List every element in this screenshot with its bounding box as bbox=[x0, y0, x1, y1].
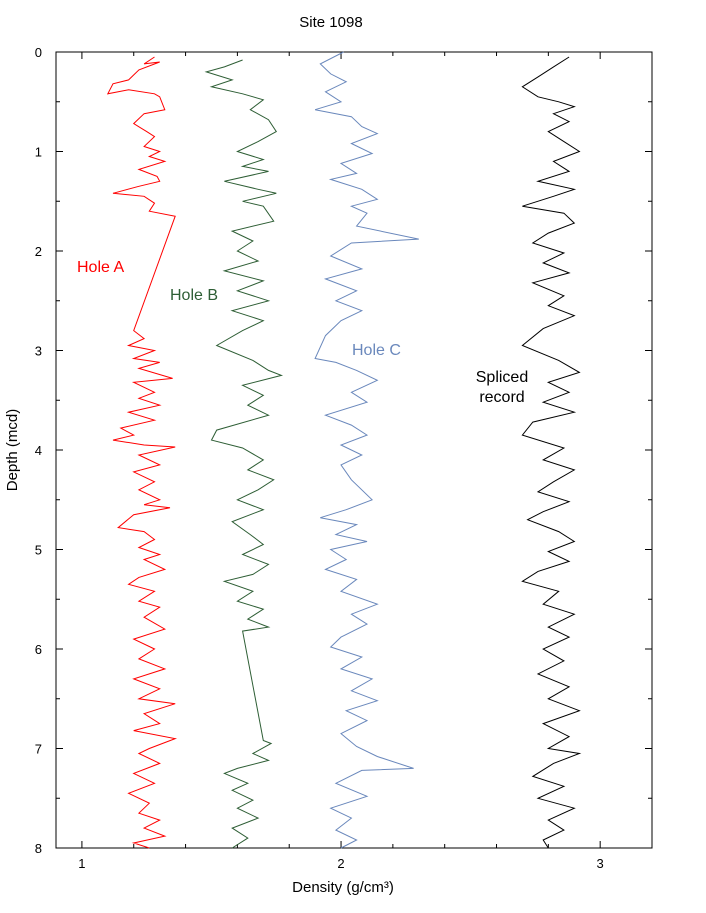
series-labels: Hole A Hole B Hole C Spliced record bbox=[77, 259, 528, 406]
y-tick-label: 5 bbox=[35, 543, 42, 558]
x-tick-label: 2 bbox=[337, 856, 344, 871]
series-line-hole-a bbox=[106, 56, 178, 849]
series-line-hole-b bbox=[204, 59, 284, 849]
series-line-spliced-record bbox=[521, 56, 582, 849]
y-tick-label: 3 bbox=[35, 344, 42, 359]
chart-title: Site 1098 bbox=[299, 14, 362, 31]
x-tick-label: 1 bbox=[78, 856, 85, 871]
series-label-spliced-record: record bbox=[479, 389, 524, 406]
y-axis-title: Depth (mcd) bbox=[4, 409, 21, 492]
series-line-hole-c bbox=[314, 51, 419, 849]
series-label-hole-a: Hole A bbox=[77, 259, 124, 276]
y-tick-label: 6 bbox=[35, 642, 42, 657]
series-label-hole-b: Hole B bbox=[170, 287, 218, 304]
series-label-spliced-record: Spliced bbox=[476, 369, 528, 386]
x-axis-title: Density (g/cm³) bbox=[292, 879, 394, 896]
y-tick-label: 1 bbox=[35, 145, 42, 160]
series-label-hole-c: Hole C bbox=[352, 342, 401, 359]
y-tick-label: 4 bbox=[35, 443, 42, 458]
axis-ticks: 1 2 3 0 1 2 3 4 5 6 7 8 bbox=[35, 45, 653, 871]
y-tick-label: 8 bbox=[35, 841, 42, 856]
series-lines bbox=[106, 51, 582, 849]
y-tick-label: 7 bbox=[35, 742, 42, 757]
x-tick-label: 3 bbox=[597, 856, 604, 871]
y-tick-label: 2 bbox=[35, 244, 42, 259]
y-tick-label: 0 bbox=[35, 45, 42, 60]
